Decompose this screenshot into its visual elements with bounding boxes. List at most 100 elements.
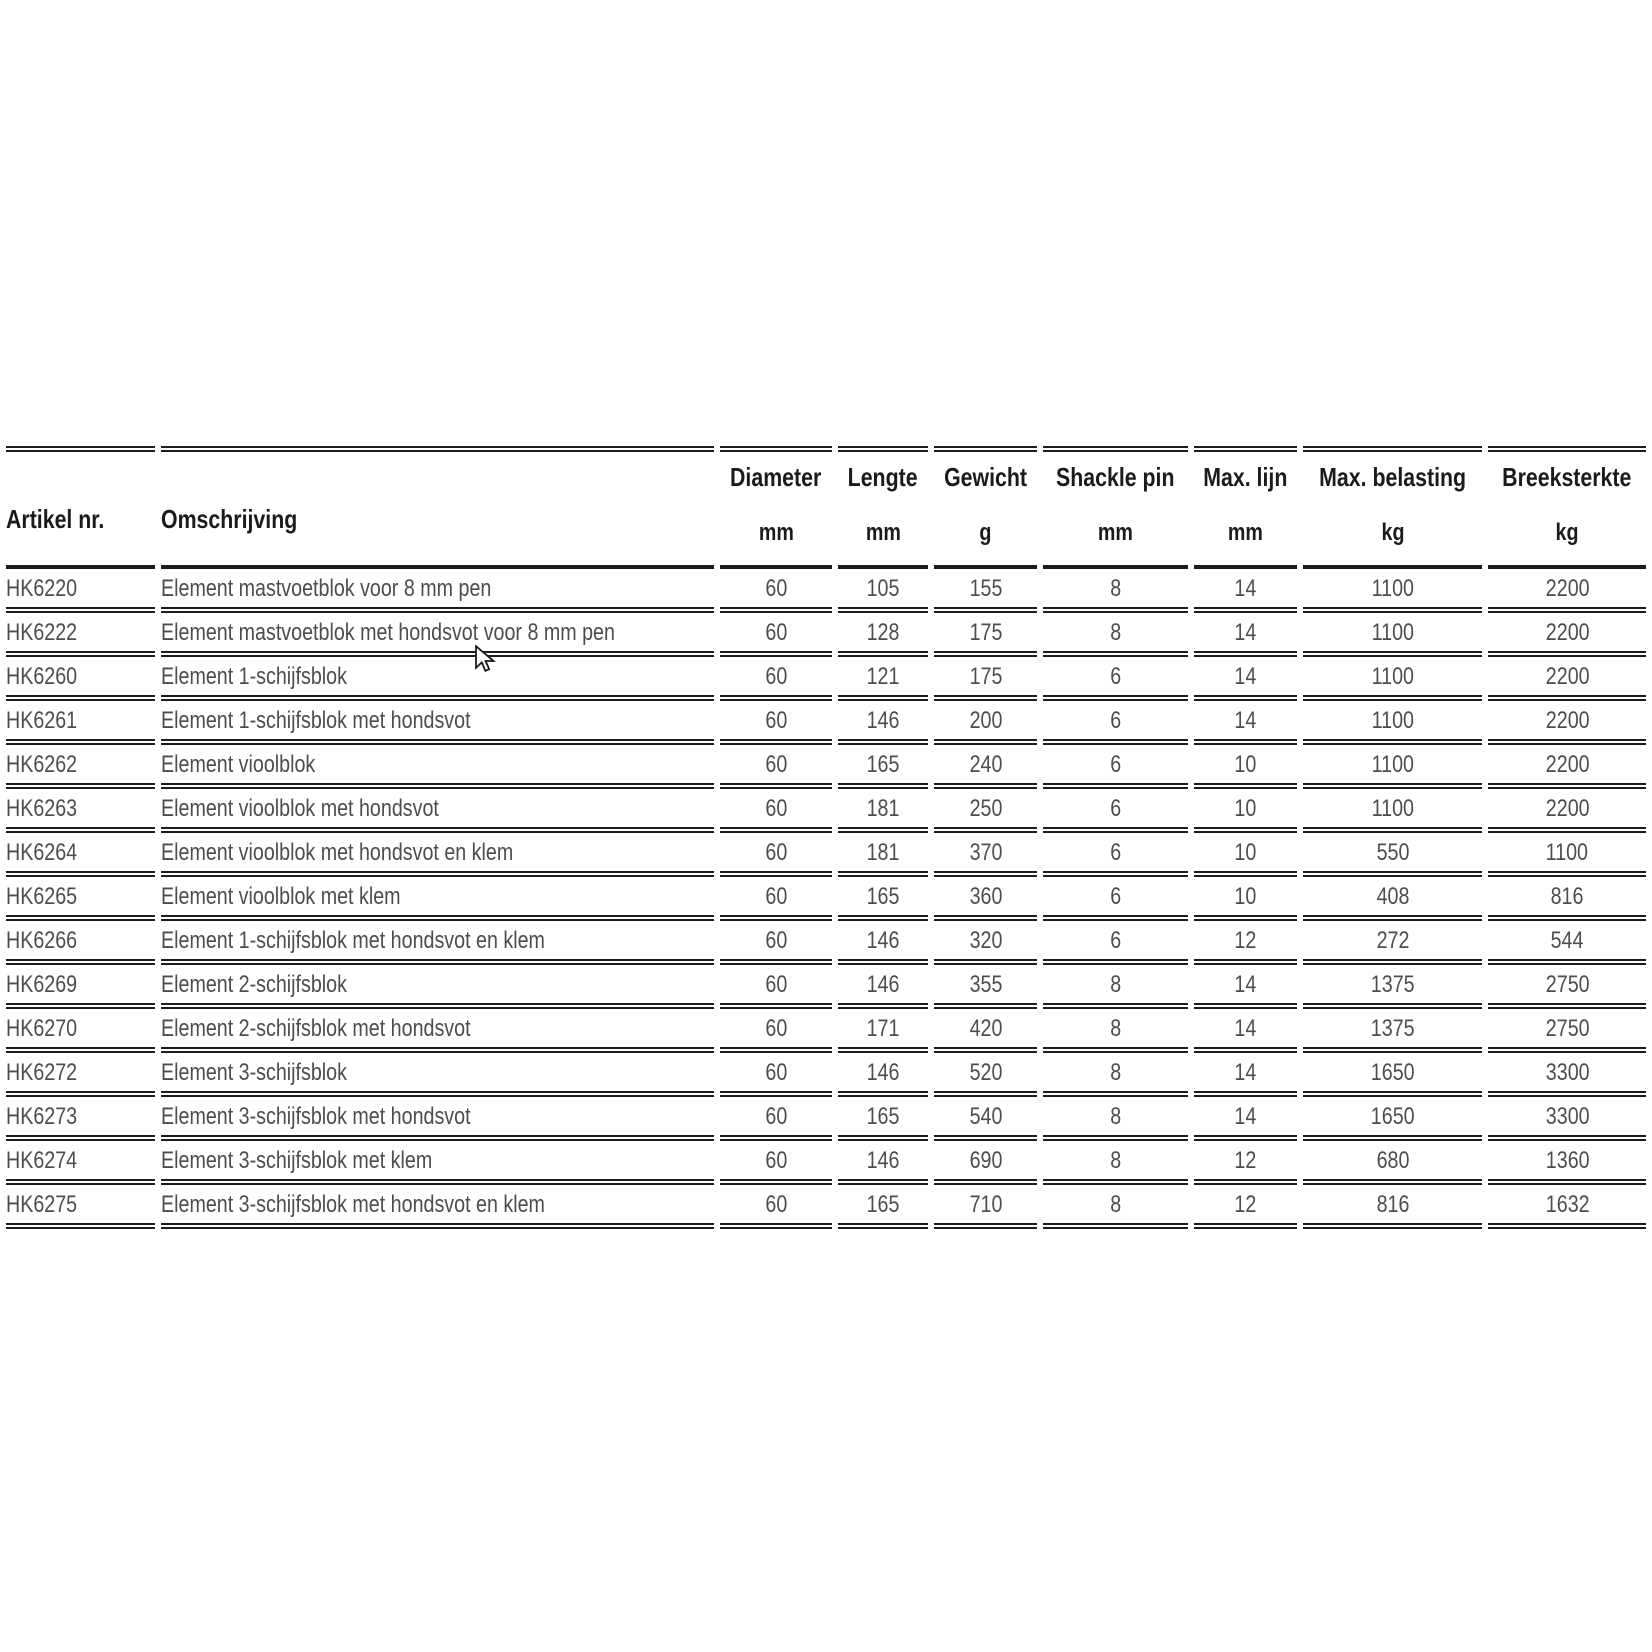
cell-text: 10 <box>1234 751 1257 778</box>
cell-text: Element 3-schijfsblok met hondsvot <box>160 1103 471 1130</box>
value-cell: 155 <box>933 569 1038 613</box>
cell-text: 1360 <box>1545 1147 1590 1174</box>
cell-text: 165 <box>866 1103 900 1130</box>
cell-text: 1375 <box>1370 971 1415 998</box>
article-number-cell: HK6222 <box>6 613 155 657</box>
cell-text: 8 <box>1109 1015 1121 1042</box>
value-cell: 420 <box>933 1009 1038 1053</box>
cell-text: 710 <box>969 1191 1002 1218</box>
value-cell: 8 <box>1043 1097 1188 1141</box>
description-cell: Element mastvoetblok voor 8 mm pen <box>160 569 715 613</box>
value-cell: 816 <box>1303 1185 1483 1229</box>
cell-text: 14 <box>1234 663 1257 690</box>
header-cell-content: Omschrijving <box>161 452 715 565</box>
article-number-cell: HK6262 <box>6 745 155 789</box>
table-header: Artikel nr. Omschrijving Diameter mm Lengte m… <box>6 446 1646 569</box>
value-cell: 8 <box>1043 965 1188 1009</box>
cell-text: 60 <box>765 707 787 734</box>
cell-text: HK6260 <box>6 663 78 690</box>
cell-text: 165 <box>866 1191 900 1218</box>
cell-text: 2750 <box>1545 971 1590 998</box>
cell-text: 181 <box>866 839 900 866</box>
article-number-cell: HK6272 <box>6 1053 155 1097</box>
cell-text: HK6270 <box>6 1015 78 1042</box>
value-cell: 60 <box>720 1141 832 1185</box>
cell-text: 408 <box>1376 883 1410 910</box>
description-cell: Element vioolblok met hondsvot en klem <box>160 833 715 877</box>
cell-text: 6 <box>1109 663 1121 690</box>
table-row: HK6261 Element 1-schijfsblok met hondsvot… <box>6 701 1646 745</box>
value-cell: 10 <box>1193 789 1298 833</box>
value-cell: 146 <box>837 1141 928 1185</box>
value-cell: 408 <box>1303 877 1483 921</box>
table-row: HK6270 Element 2-schijfsblok met hondsvot… <box>6 1009 1646 1053</box>
value-cell: 14 <box>1193 1053 1298 1097</box>
value-cell: 2200 <box>1488 701 1646 745</box>
cell-text: 60 <box>765 795 787 822</box>
article-number-cell: HK6220 <box>6 569 155 613</box>
cell-text: Element 2-schijfsblok <box>160 971 347 998</box>
cell-text: 550 <box>1376 839 1410 866</box>
article-number-cell: HK6270 <box>6 1009 155 1053</box>
value-cell: 355 <box>933 965 1038 1009</box>
cell-text: 146 <box>866 1147 900 1174</box>
value-cell: 146 <box>837 701 928 745</box>
column-label-text: Breeksterkte <box>1502 462 1632 492</box>
column-label-text: Shackle pin <box>1056 462 1175 492</box>
value-cell: 60 <box>720 965 832 1009</box>
column-header-gewicht: Gewicht g <box>933 446 1038 569</box>
header-cell-content: Shackle pin mm <box>1043 452 1188 551</box>
value-cell: 6 <box>1043 877 1188 921</box>
cell-text: 1375 <box>1370 1015 1415 1042</box>
header-cell-content: Gewicht g <box>934 452 1037 551</box>
column-label-text: Max. lijn <box>1203 462 1288 492</box>
value-cell: 175 <box>933 657 1038 701</box>
table-row: HK6265 Element vioolblok met klem 60 165 360… <box>6 877 1646 921</box>
value-cell: 146 <box>837 1053 928 1097</box>
cell-text: 128 <box>866 619 900 646</box>
article-number-cell: HK6261 <box>6 701 155 745</box>
column-label-text: Lengte <box>847 462 918 492</box>
cell-text: 60 <box>765 751 787 778</box>
cell-text: Element 1-schijfsblok <box>160 663 347 690</box>
cell-text: 14 <box>1234 707 1257 734</box>
value-cell: 1100 <box>1303 701 1483 745</box>
value-cell: 8 <box>1043 1009 1188 1053</box>
column-label: Omschrijving <box>161 506 715 532</box>
value-cell: 175 <box>933 613 1038 657</box>
description-cell: Element 2-schijfsblok met hondsvot <box>160 1009 715 1053</box>
cell-text: HK6264 <box>6 839 78 866</box>
cell-text: Element vioolblok met klem <box>160 883 401 910</box>
value-cell: 60 <box>720 569 832 613</box>
value-cell: 200 <box>933 701 1038 745</box>
cell-text: Element 1-schijfsblok met hondsvot en kl… <box>160 927 545 954</box>
cell-text: Element vioolblok met hondsvot <box>160 795 439 822</box>
cell-text: 6 <box>1109 883 1121 910</box>
value-cell: 1100 <box>1303 745 1483 789</box>
description-cell: Element 1-schijfsblok met hondsvot <box>160 701 715 745</box>
value-cell: 12 <box>1193 1185 1298 1229</box>
cell-text: 171 <box>866 1015 900 1042</box>
cell-text: Element 1-schijfsblok met hondsvot <box>160 707 471 734</box>
column-label: Max. lijn <box>1194 464 1298 490</box>
cell-text: 165 <box>866 883 900 910</box>
column-header-max-lijn: Max. lijn mm <box>1193 446 1298 569</box>
value-cell: 12 <box>1193 921 1298 965</box>
article-number-cell: HK6265 <box>6 877 155 921</box>
value-cell: 540 <box>933 1097 1038 1141</box>
cell-text: 520 <box>969 1059 1002 1086</box>
value-cell: 14 <box>1193 569 1298 613</box>
column-header-artikel-nr: Artikel nr. <box>6 446 155 569</box>
value-cell: 360 <box>933 877 1038 921</box>
value-cell: 240 <box>933 745 1038 789</box>
table-row: HK6272 Element 3-schijfsblok 60 146 520 8 14 16… <box>6 1053 1646 1097</box>
column-header-shackle-pin: Shackle pin mm <box>1043 446 1188 569</box>
cell-text: 2200 <box>1545 619 1590 646</box>
cell-text: 60 <box>765 1147 787 1174</box>
description-cell: Element 3-schijfsblok <box>160 1053 715 1097</box>
value-cell: 1375 <box>1303 1009 1483 1053</box>
cell-text: 200 <box>969 707 1002 734</box>
value-cell: 1100 <box>1303 613 1483 657</box>
value-cell: 14 <box>1193 1097 1298 1141</box>
value-cell: 1632 <box>1488 1185 1646 1229</box>
